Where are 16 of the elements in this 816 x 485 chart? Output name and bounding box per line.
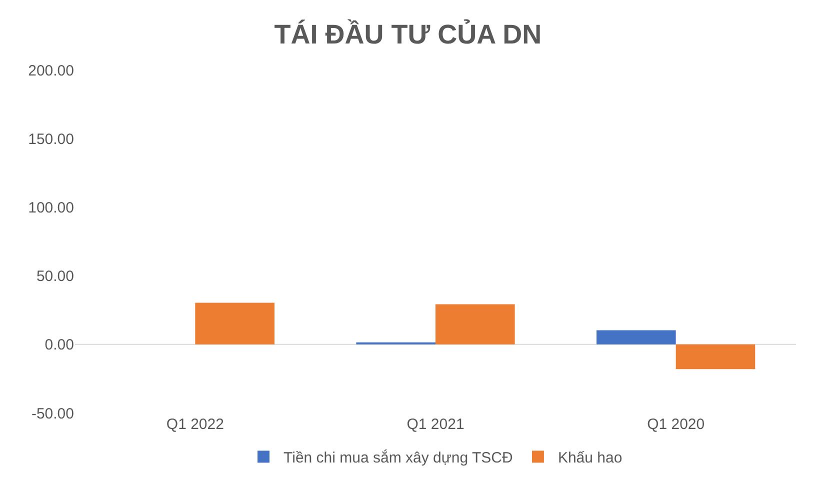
bar: [676, 344, 756, 370]
bar: [436, 304, 515, 344]
legend-label: Khấu hao: [558, 450, 622, 467]
bar: [195, 302, 274, 344]
y-tick-label: 200.00: [28, 62, 74, 80]
x-tick-label: Q1 2020: [647, 416, 705, 433]
y-tick-label: -50.00: [31, 405, 74, 422]
legend-label: Tiền chi mua sắm xây dựng TSCĐ: [284, 448, 513, 467]
y-tick-label: 150.00: [28, 130, 74, 148]
y-tick-label: 0.00: [44, 336, 74, 354]
bar: [596, 330, 676, 344]
x-tick-label: Q1 2021: [406, 416, 464, 433]
y-tick-label: 100.00: [28, 199, 74, 216]
chart-title: TÁI ĐẦU TƯ CỦA DN: [274, 18, 542, 50]
y-tick-label: 50.00: [36, 268, 74, 286]
x-tick-label: Q1 2022: [166, 416, 224, 433]
